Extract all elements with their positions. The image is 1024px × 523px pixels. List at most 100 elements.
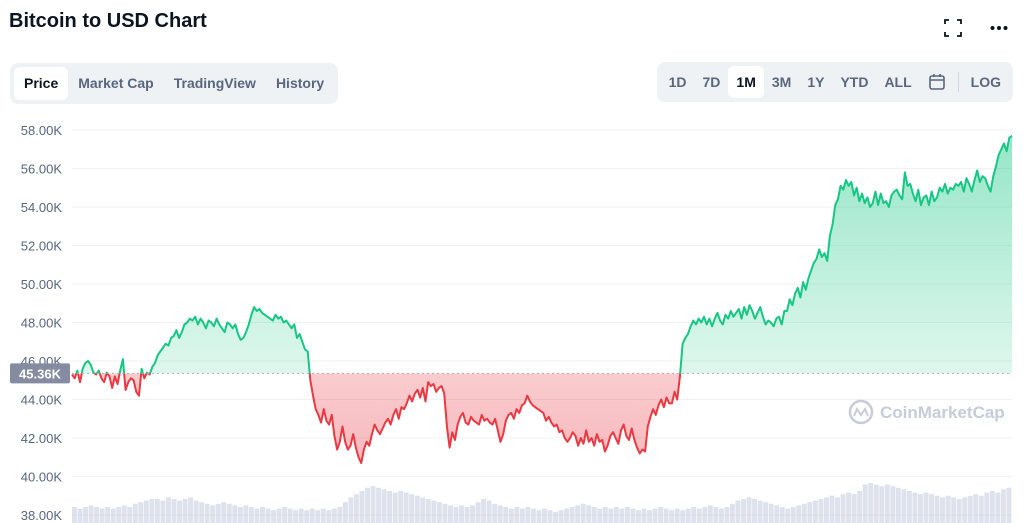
volume-bar [143,500,149,523]
range-all[interactable]: ALL [884,74,912,90]
volume-bar [110,508,116,523]
watermark-logo [848,399,874,425]
y-tick-label: 38.00K [21,508,63,523]
volume-bar [757,500,763,523]
y-tick-label: 52.00K [21,239,63,254]
log-scale-toggle[interactable]: LOG [970,74,1001,90]
volume-bar [807,502,813,523]
volume-bar [442,503,448,523]
tab-history[interactable]: History [275,75,325,91]
volume-bar [276,508,282,523]
volume-bar [956,499,962,523]
volume-bar [116,507,122,523]
volume-bar [713,507,719,523]
volume-bar [171,499,177,523]
price-line-up [75,134,1013,374]
volume-bar [718,508,724,523]
volume-bar [519,508,525,523]
volume-bar [348,497,354,523]
more-icon[interactable] [988,17,1010,39]
tab-market-cap[interactable]: Market Cap [78,75,154,91]
volume-bar [984,492,990,523]
volume-bar [608,508,614,523]
volume-bar [414,495,420,523]
volume-bar [304,510,310,523]
volume-bar [315,510,321,523]
volume-bar [569,507,575,523]
volume-bar [453,507,459,523]
volume-bar [381,489,387,523]
volume-bar [824,497,829,523]
volume-bar [88,505,94,523]
range-3m[interactable]: 3M [771,74,792,90]
volume-bar [342,502,348,523]
range-ytd[interactable]: YTD [840,74,869,90]
range-1m[interactable]: 1M [728,66,764,98]
volume-bar [801,503,807,523]
volume-bar [359,491,365,523]
volume-bar [530,508,536,523]
volume-bar [724,507,730,523]
volume-bar [94,507,100,523]
volume-bar [696,508,702,523]
page-title: Bitcoin to USD Chart [9,10,207,32]
volume-bar [812,500,818,523]
volume-bar [166,497,171,523]
volume-bar [818,499,824,523]
volume-bar [669,510,675,523]
volume-bar [542,508,547,523]
volume-bar [497,505,503,523]
volume-bar [580,503,586,523]
volume-bar [271,510,276,523]
volume-bar [77,508,83,523]
volume-bar [376,487,382,523]
volume-bar [929,494,934,523]
fullscreen-icon[interactable] [942,17,964,39]
y-tick-label: 44.00K [21,393,63,408]
volume-bar [525,507,531,523]
volume-bar [779,507,785,523]
volume-bar [934,495,940,523]
volume-bar [647,510,652,523]
tab-price[interactable]: Price [14,67,69,100]
volume-bar [741,499,746,523]
volume-bar [420,497,426,523]
volume-bar [204,503,210,523]
range-1d[interactable]: 1D [668,74,687,90]
volume-bar [337,507,343,523]
range-1y[interactable]: 1Y [807,74,825,90]
volume-bar [790,507,796,523]
header-actions [942,17,1010,39]
tab-tradingview[interactable]: TradingView [173,75,256,91]
volume-bar [613,507,619,523]
volume-bar [248,507,254,523]
volume-bar [232,505,238,523]
y-tick-label: 40.00K [21,470,63,485]
volume-bar [121,505,127,523]
volume-bar [536,510,542,523]
y-tick-label: 58.00K [21,123,63,138]
volume-bar [774,505,780,523]
calendar-icon[interactable] [920,66,954,98]
range-7d[interactable]: 7D [702,74,721,90]
volume-bar [763,502,769,523]
volume-bar [177,500,182,523]
volume-bar [254,508,260,523]
volume-bar [918,494,923,523]
volume-bar [879,486,885,523]
volume-bar [215,503,221,523]
volume-bar [962,497,968,523]
volume-bar [83,507,88,523]
volume-bar [503,507,509,523]
watermark-text: CoinMarketCap [880,403,1005,422]
volume-bar [575,505,581,523]
volume-bar [287,508,293,523]
volume-bar [973,494,979,523]
volume-bar [835,497,840,523]
volume-bar [210,505,216,523]
volume-bar [940,497,946,523]
volume-bar [293,510,299,523]
volume-bar [331,508,337,523]
volume-bar [829,495,835,523]
volume-bar [436,502,442,523]
